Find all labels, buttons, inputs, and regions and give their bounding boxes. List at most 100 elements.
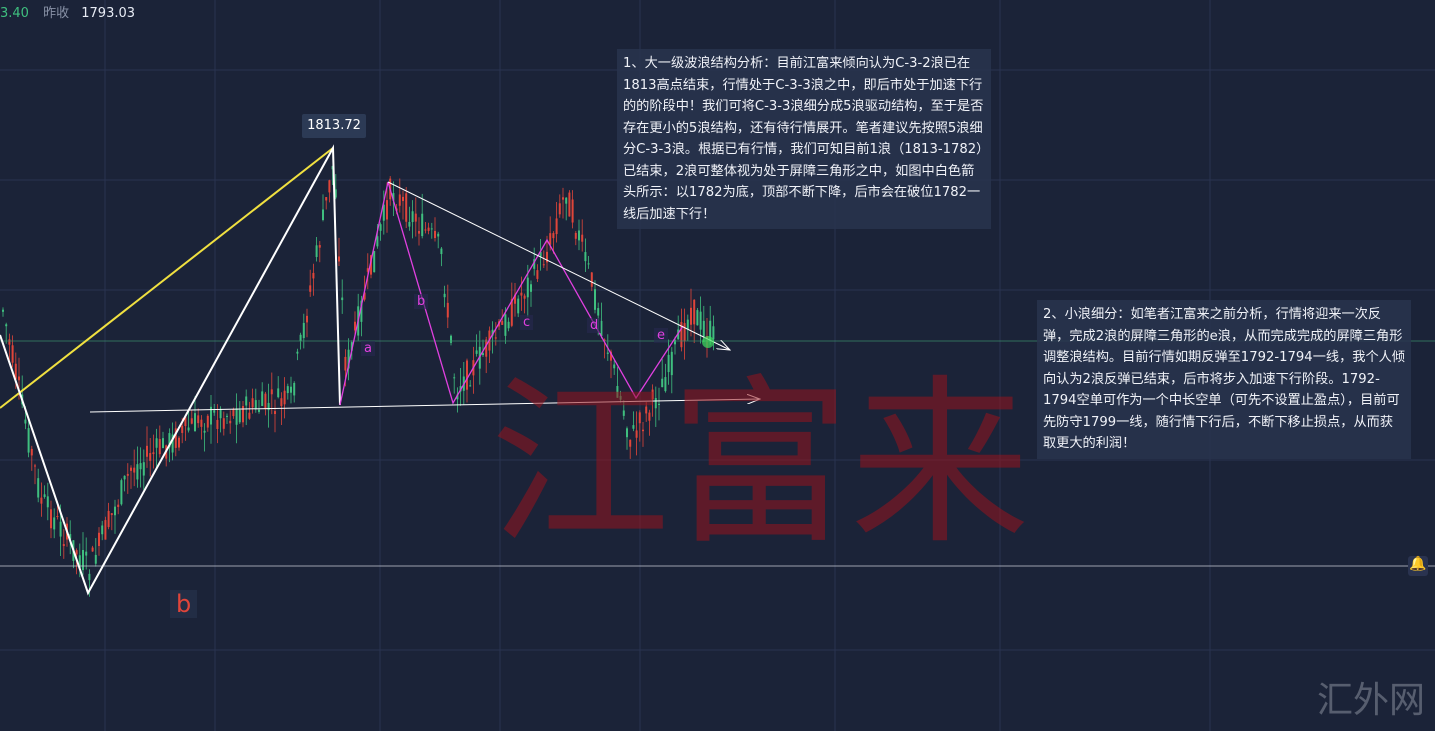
- wave-label-a: a: [361, 341, 375, 356]
- candle-body: [88, 573, 91, 581]
- candle-body: [651, 389, 654, 400]
- candle-body: [590, 272, 593, 287]
- candle-body: [270, 389, 273, 395]
- candle-body: [440, 248, 443, 255]
- high-price-tag: 1813.72: [302, 114, 366, 138]
- candle-body: [302, 322, 305, 339]
- candle-body: [133, 467, 136, 473]
- triangle-bottom-arrow: [89, 399, 760, 413]
- candle-body: [491, 329, 494, 336]
- candle-body: [120, 480, 123, 505]
- candle-body: [59, 521, 62, 537]
- candle-body: [110, 513, 113, 516]
- candle-body: [360, 300, 363, 322]
- candle-body: [43, 494, 46, 497]
- candle-body: [232, 409, 235, 417]
- candle-body: [427, 227, 430, 231]
- candle-body: [610, 351, 612, 361]
- candle-body: [123, 475, 126, 480]
- candle-body: [430, 228, 433, 230]
- candle-body: [149, 453, 152, 461]
- candle-body: [206, 415, 209, 428]
- candle-body: [664, 377, 667, 392]
- candle-body: [581, 234, 584, 242]
- candle-body: [450, 335, 452, 343]
- candle-body: [274, 411, 276, 415]
- analysis-note-2: 2、小浪细分：如笔者江富来之前分析，行情将迎来一次反弹，完成2浪的屏障三角形的e…: [1037, 300, 1411, 459]
- candle-body: [712, 326, 715, 340]
- candle-body: [517, 298, 520, 314]
- candle-body: [482, 353, 484, 356]
- candle-body: [328, 180, 331, 193]
- candle-body: [638, 412, 641, 424]
- candle-body: [402, 196, 404, 202]
- candle-body: [386, 200, 388, 220]
- candle-body: [565, 197, 568, 204]
- candle-body: [533, 259, 536, 269]
- candle-body: [629, 439, 632, 447]
- candle-body: [606, 352, 609, 354]
- candle-body: [526, 277, 529, 298]
- candle-body: [101, 525, 104, 535]
- impulse-wave-line: [0, 144, 341, 596]
- candle-body: [312, 272, 315, 279]
- candle-body: [283, 390, 286, 405]
- candle-body: [475, 350, 478, 354]
- trend-line: [0, 147, 334, 409]
- candle-body: [85, 551, 88, 556]
- big-wave-label-b: b: [170, 590, 198, 618]
- candle-body: [424, 229, 427, 231]
- candle-body: [56, 516, 59, 518]
- candle-body: [366, 268, 369, 272]
- candle-body: [286, 386, 289, 394]
- candle-body: [78, 555, 81, 568]
- candle-body: [261, 391, 264, 407]
- candle-body: [469, 385, 472, 387]
- candle-body: [603, 339, 606, 341]
- candle-body: [507, 321, 510, 329]
- candle-body: [181, 425, 184, 433]
- candle-body: [494, 337, 497, 339]
- candle-body: [334, 189, 337, 198]
- candle-body: [466, 360, 468, 390]
- candle-body: [251, 398, 254, 408]
- candle-body: [693, 299, 696, 325]
- candle-body: [405, 193, 408, 222]
- candle-body: [568, 192, 571, 217]
- candle-body: [213, 410, 216, 413]
- candle-body: [194, 413, 196, 432]
- candle-body: [661, 378, 664, 388]
- candle-body: [510, 299, 513, 326]
- candle-body: [325, 197, 328, 201]
- candle-body: [584, 252, 587, 262]
- candle-body: [670, 351, 673, 376]
- candle-body: [75, 550, 78, 555]
- candle-body: [219, 408, 222, 419]
- candle-body: [376, 236, 379, 247]
- candle-body: [504, 314, 507, 336]
- bell-icon[interactable]: 🔔: [1408, 556, 1428, 576]
- candle-body: [418, 231, 420, 234]
- candle-body: [350, 342, 353, 351]
- candle-body: [107, 510, 110, 528]
- candle-body: [683, 323, 686, 342]
- candle-body: [632, 425, 635, 429]
- candle-body: [654, 398, 657, 409]
- candle-body: [5, 324, 8, 327]
- candle-body: [14, 363, 17, 380]
- candle-body: [674, 339, 676, 345]
- candle-body: [594, 289, 596, 310]
- candle-body: [210, 406, 212, 425]
- candle-body: [40, 497, 43, 504]
- triangle-top-arrow: [387, 181, 730, 350]
- candle-body: [94, 554, 97, 564]
- candle-body: [555, 218, 558, 235]
- candle-body: [485, 339, 488, 357]
- prev-close-label: 昨收: [43, 6, 70, 21]
- candle-body: [290, 386, 292, 393]
- candle-body: [414, 213, 417, 222]
- candle-body: [542, 264, 545, 266]
- candle-body: [347, 349, 350, 369]
- candle-body: [690, 307, 692, 325]
- candle-body: [667, 354, 670, 373]
